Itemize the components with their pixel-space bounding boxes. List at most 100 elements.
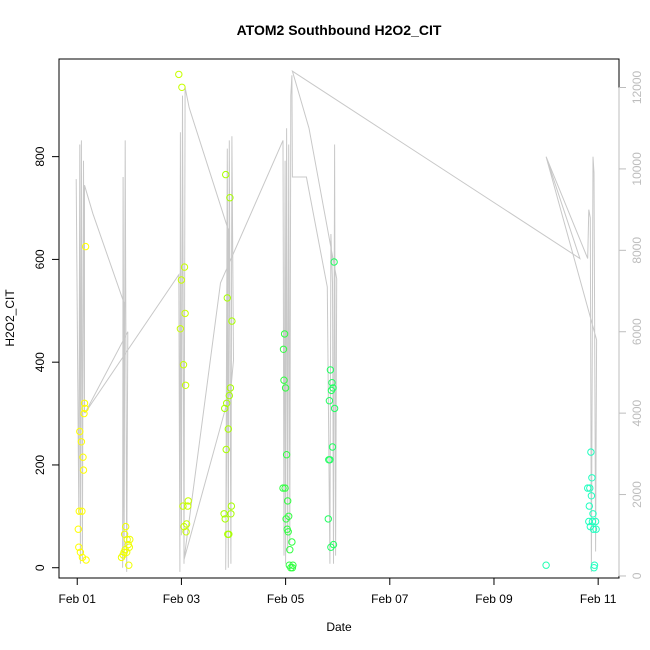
data-point xyxy=(326,456,334,464)
data-point xyxy=(328,443,337,451)
data-point xyxy=(78,507,86,515)
data-point xyxy=(228,317,236,325)
y-tick-label: 400 xyxy=(33,352,47,372)
data-point xyxy=(330,258,338,266)
data-point xyxy=(123,535,131,544)
x-tick-label: Feb 01 xyxy=(59,592,97,606)
y2-tick-label: 12000 xyxy=(630,70,644,104)
data-point xyxy=(327,543,335,551)
data-point xyxy=(326,366,335,374)
data-point xyxy=(125,561,133,569)
y-axis-label: H2O2_CIT xyxy=(3,289,17,347)
data-point xyxy=(80,399,89,407)
data-point xyxy=(122,522,130,531)
data-point xyxy=(75,543,83,551)
data-point xyxy=(179,361,188,369)
y2-tick-label: 0 xyxy=(630,572,644,579)
data-point xyxy=(284,528,292,536)
data-point xyxy=(585,502,593,510)
data-point xyxy=(180,263,189,271)
data-point xyxy=(226,194,234,202)
data-point xyxy=(79,453,87,461)
data-point xyxy=(184,497,192,505)
data-point xyxy=(286,546,294,554)
data-point xyxy=(74,525,83,533)
data-point xyxy=(181,381,190,389)
data-point xyxy=(76,427,84,436)
x-tick-label: Feb 05 xyxy=(267,592,305,606)
data-point xyxy=(227,510,235,518)
data-point xyxy=(126,535,134,544)
y2-tick-label: 8000 xyxy=(630,237,644,264)
data-point xyxy=(329,540,338,549)
data-point xyxy=(328,379,336,387)
x-tick-label: Feb 09 xyxy=(475,592,513,606)
altitude-line xyxy=(75,70,598,572)
y-tick-label: 600 xyxy=(33,249,47,269)
data-point xyxy=(224,425,233,433)
y-tick-label: 200 xyxy=(33,455,47,475)
data-point xyxy=(78,553,87,562)
x-tick-label: Feb 07 xyxy=(371,592,409,606)
y-axis-left: 0 200 400 600 800 xyxy=(33,146,60,571)
y2-tick-label: 6000 xyxy=(630,318,644,345)
data-point xyxy=(588,474,596,482)
data-point xyxy=(225,530,233,538)
data-point xyxy=(282,451,291,459)
data-point xyxy=(324,515,332,523)
data-point xyxy=(177,276,186,284)
data-point xyxy=(221,515,229,523)
y-tick-label: 800 xyxy=(33,146,47,166)
data-point xyxy=(285,512,293,520)
data-point xyxy=(182,520,191,528)
data-point xyxy=(542,561,550,569)
data-point xyxy=(125,543,134,551)
data-point xyxy=(222,445,230,454)
data-point xyxy=(225,391,234,400)
data-point xyxy=(222,170,230,179)
data-point xyxy=(179,502,187,510)
chart-title: ATOM2 Southbound H2O2_CIT xyxy=(237,22,442,38)
x-tick-label: Feb 11 xyxy=(580,592,617,606)
data-point xyxy=(81,242,90,251)
data-point xyxy=(80,409,88,418)
y2-tick-label: 4000 xyxy=(630,399,644,426)
data-point xyxy=(77,438,86,446)
data-point xyxy=(592,525,600,533)
data-point xyxy=(584,484,592,492)
data-point xyxy=(178,83,186,92)
data-point xyxy=(82,556,90,564)
y-tick-label: 0 xyxy=(33,564,47,571)
altitude-series xyxy=(75,70,598,572)
data-point xyxy=(588,517,597,526)
data-point xyxy=(586,484,594,492)
data-point xyxy=(589,525,598,533)
x-axis-label: Date xyxy=(326,620,352,634)
data-point xyxy=(587,492,596,500)
data-point xyxy=(176,325,185,333)
data-point xyxy=(79,466,88,474)
data-point xyxy=(284,497,292,505)
x-tick-label: Feb 03 xyxy=(163,592,201,606)
data-point xyxy=(281,384,290,392)
data-point xyxy=(226,384,235,392)
data-point xyxy=(75,507,84,515)
data-point xyxy=(223,294,232,302)
data-point xyxy=(589,510,597,518)
y2-tick-label: 10000 xyxy=(630,152,644,186)
data-point xyxy=(591,517,600,526)
data-point xyxy=(223,399,231,407)
x-axis: Feb 01 Feb 03 Feb 05 Feb 07 Feb 09 Feb 11 xyxy=(59,577,617,606)
data-point xyxy=(281,484,289,492)
data-point xyxy=(280,330,289,338)
data-point xyxy=(182,528,190,536)
data-point xyxy=(280,376,288,384)
data-point xyxy=(279,484,287,492)
data-point xyxy=(175,70,183,79)
data-point xyxy=(76,548,85,556)
data-point xyxy=(288,538,296,546)
plot-frame xyxy=(58,58,620,579)
data-point xyxy=(587,448,595,456)
data-point xyxy=(282,515,290,523)
